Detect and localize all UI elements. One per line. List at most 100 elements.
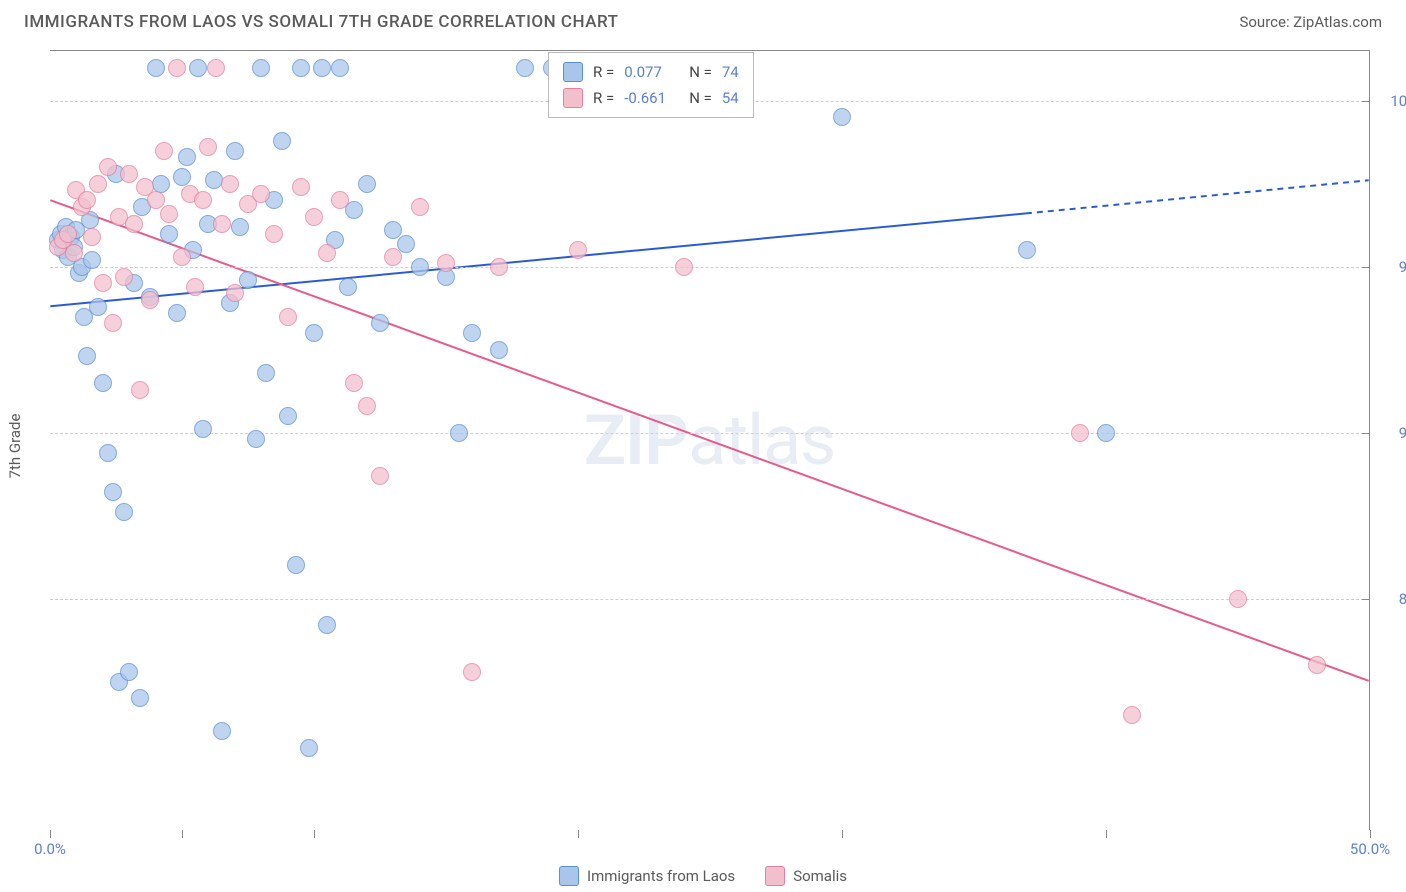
data-point	[339, 278, 357, 296]
data-point	[463, 663, 481, 681]
data-point	[141, 291, 159, 309]
data-point	[226, 142, 244, 160]
watermark: ZIPatlas	[584, 400, 836, 482]
data-point	[213, 722, 231, 740]
data-point	[226, 284, 244, 302]
data-point	[194, 191, 212, 209]
data-point	[83, 251, 101, 269]
data-point	[318, 616, 336, 634]
data-point	[490, 341, 508, 359]
data-point	[221, 175, 239, 193]
legend-label: Immigrants from Laos	[587, 867, 735, 885]
y-tick-label: 90.0%	[1399, 424, 1406, 442]
y-tick-label: 85.0%	[1399, 590, 1406, 608]
bottom-legend: Immigrants from Laos Somalis	[0, 866, 1406, 886]
gridline	[50, 599, 1369, 600]
data-point	[279, 308, 297, 326]
data-point	[411, 258, 429, 276]
legend-item: Somalis	[765, 866, 847, 886]
data-point	[569, 241, 587, 259]
data-point	[131, 689, 149, 707]
data-point	[194, 420, 212, 438]
data-point	[104, 483, 122, 501]
data-point	[384, 248, 402, 266]
r-label: R =	[593, 63, 614, 81]
data-point	[292, 59, 310, 77]
data-point	[213, 215, 231, 233]
data-point	[94, 274, 112, 292]
legend-swatch	[563, 88, 583, 108]
x-tick-label: 50.0%	[1350, 840, 1390, 858]
x-tick	[314, 830, 315, 838]
data-point	[173, 248, 191, 266]
data-point	[59, 225, 77, 243]
data-point	[65, 244, 83, 262]
data-point	[89, 298, 107, 316]
data-point	[675, 258, 693, 276]
data-point	[120, 663, 138, 681]
legend-swatch	[765, 866, 785, 886]
data-point	[189, 59, 207, 77]
data-point	[1123, 706, 1141, 724]
x-tick	[182, 830, 183, 838]
chart-title: IMMIGRANTS FROM LAOS VS SOMALI 7TH GRADE…	[24, 12, 618, 32]
scatter-plot-area: ZIPatlas 85.0%90.0%95.0%100.0%0.0%50.0%	[50, 50, 1370, 830]
n-value: 74	[722, 63, 739, 81]
data-point	[257, 364, 275, 382]
data-point	[239, 271, 257, 289]
x-tick	[578, 830, 579, 838]
data-point	[313, 59, 331, 77]
y-tick	[1362, 267, 1370, 268]
data-point	[463, 324, 481, 342]
data-point	[300, 739, 318, 757]
data-point	[147, 59, 165, 77]
r-label: R =	[593, 89, 614, 107]
data-point	[168, 304, 186, 322]
legend-swatch	[559, 866, 579, 886]
data-point	[78, 347, 96, 365]
data-point	[490, 258, 508, 276]
n-label: N =	[689, 89, 712, 107]
legend-item: Immigrants from Laos	[559, 866, 735, 886]
data-point	[155, 142, 173, 160]
data-point	[331, 59, 349, 77]
data-point	[1018, 241, 1036, 259]
data-point	[1308, 656, 1326, 674]
data-point	[292, 178, 310, 196]
data-point	[168, 59, 186, 77]
data-point	[358, 397, 376, 415]
y-axis-label: 7th Grade	[6, 414, 24, 479]
data-point	[178, 148, 196, 166]
data-point	[279, 407, 297, 425]
x-tick	[1370, 830, 1371, 838]
gridline	[50, 267, 1369, 268]
data-point	[345, 374, 363, 392]
legend-row: R =0.077N =74	[563, 59, 739, 85]
header: IMMIGRANTS FROM LAOS VS SOMALI 7TH GRADE…	[0, 0, 1406, 44]
legend-swatch	[563, 62, 583, 82]
data-point	[305, 208, 323, 226]
legend-row: R =-0.661N =54	[563, 85, 739, 111]
correlation-legend: R =0.077N =74R =-0.661N =54	[548, 52, 754, 118]
data-point	[437, 254, 455, 272]
data-point	[94, 374, 112, 392]
data-point	[305, 324, 323, 342]
y-tick-label: 95.0%	[1399, 258, 1406, 276]
watermark-bold: ZIP	[584, 400, 688, 482]
data-point	[99, 158, 117, 176]
data-point	[371, 467, 389, 485]
y-tick	[1362, 599, 1370, 600]
data-point	[1071, 424, 1089, 442]
data-point	[160, 225, 178, 243]
source-attribution: Source: ZipAtlas.com	[1239, 13, 1382, 31]
data-point	[207, 59, 225, 77]
data-point	[1097, 424, 1115, 442]
watermark-light: atlas	[688, 400, 835, 482]
data-point	[833, 108, 851, 126]
data-point	[199, 138, 217, 156]
data-point	[265, 225, 283, 243]
r-value: -0.661	[624, 89, 679, 107]
data-point	[152, 175, 170, 193]
data-point	[516, 59, 534, 77]
data-point	[78, 191, 96, 209]
